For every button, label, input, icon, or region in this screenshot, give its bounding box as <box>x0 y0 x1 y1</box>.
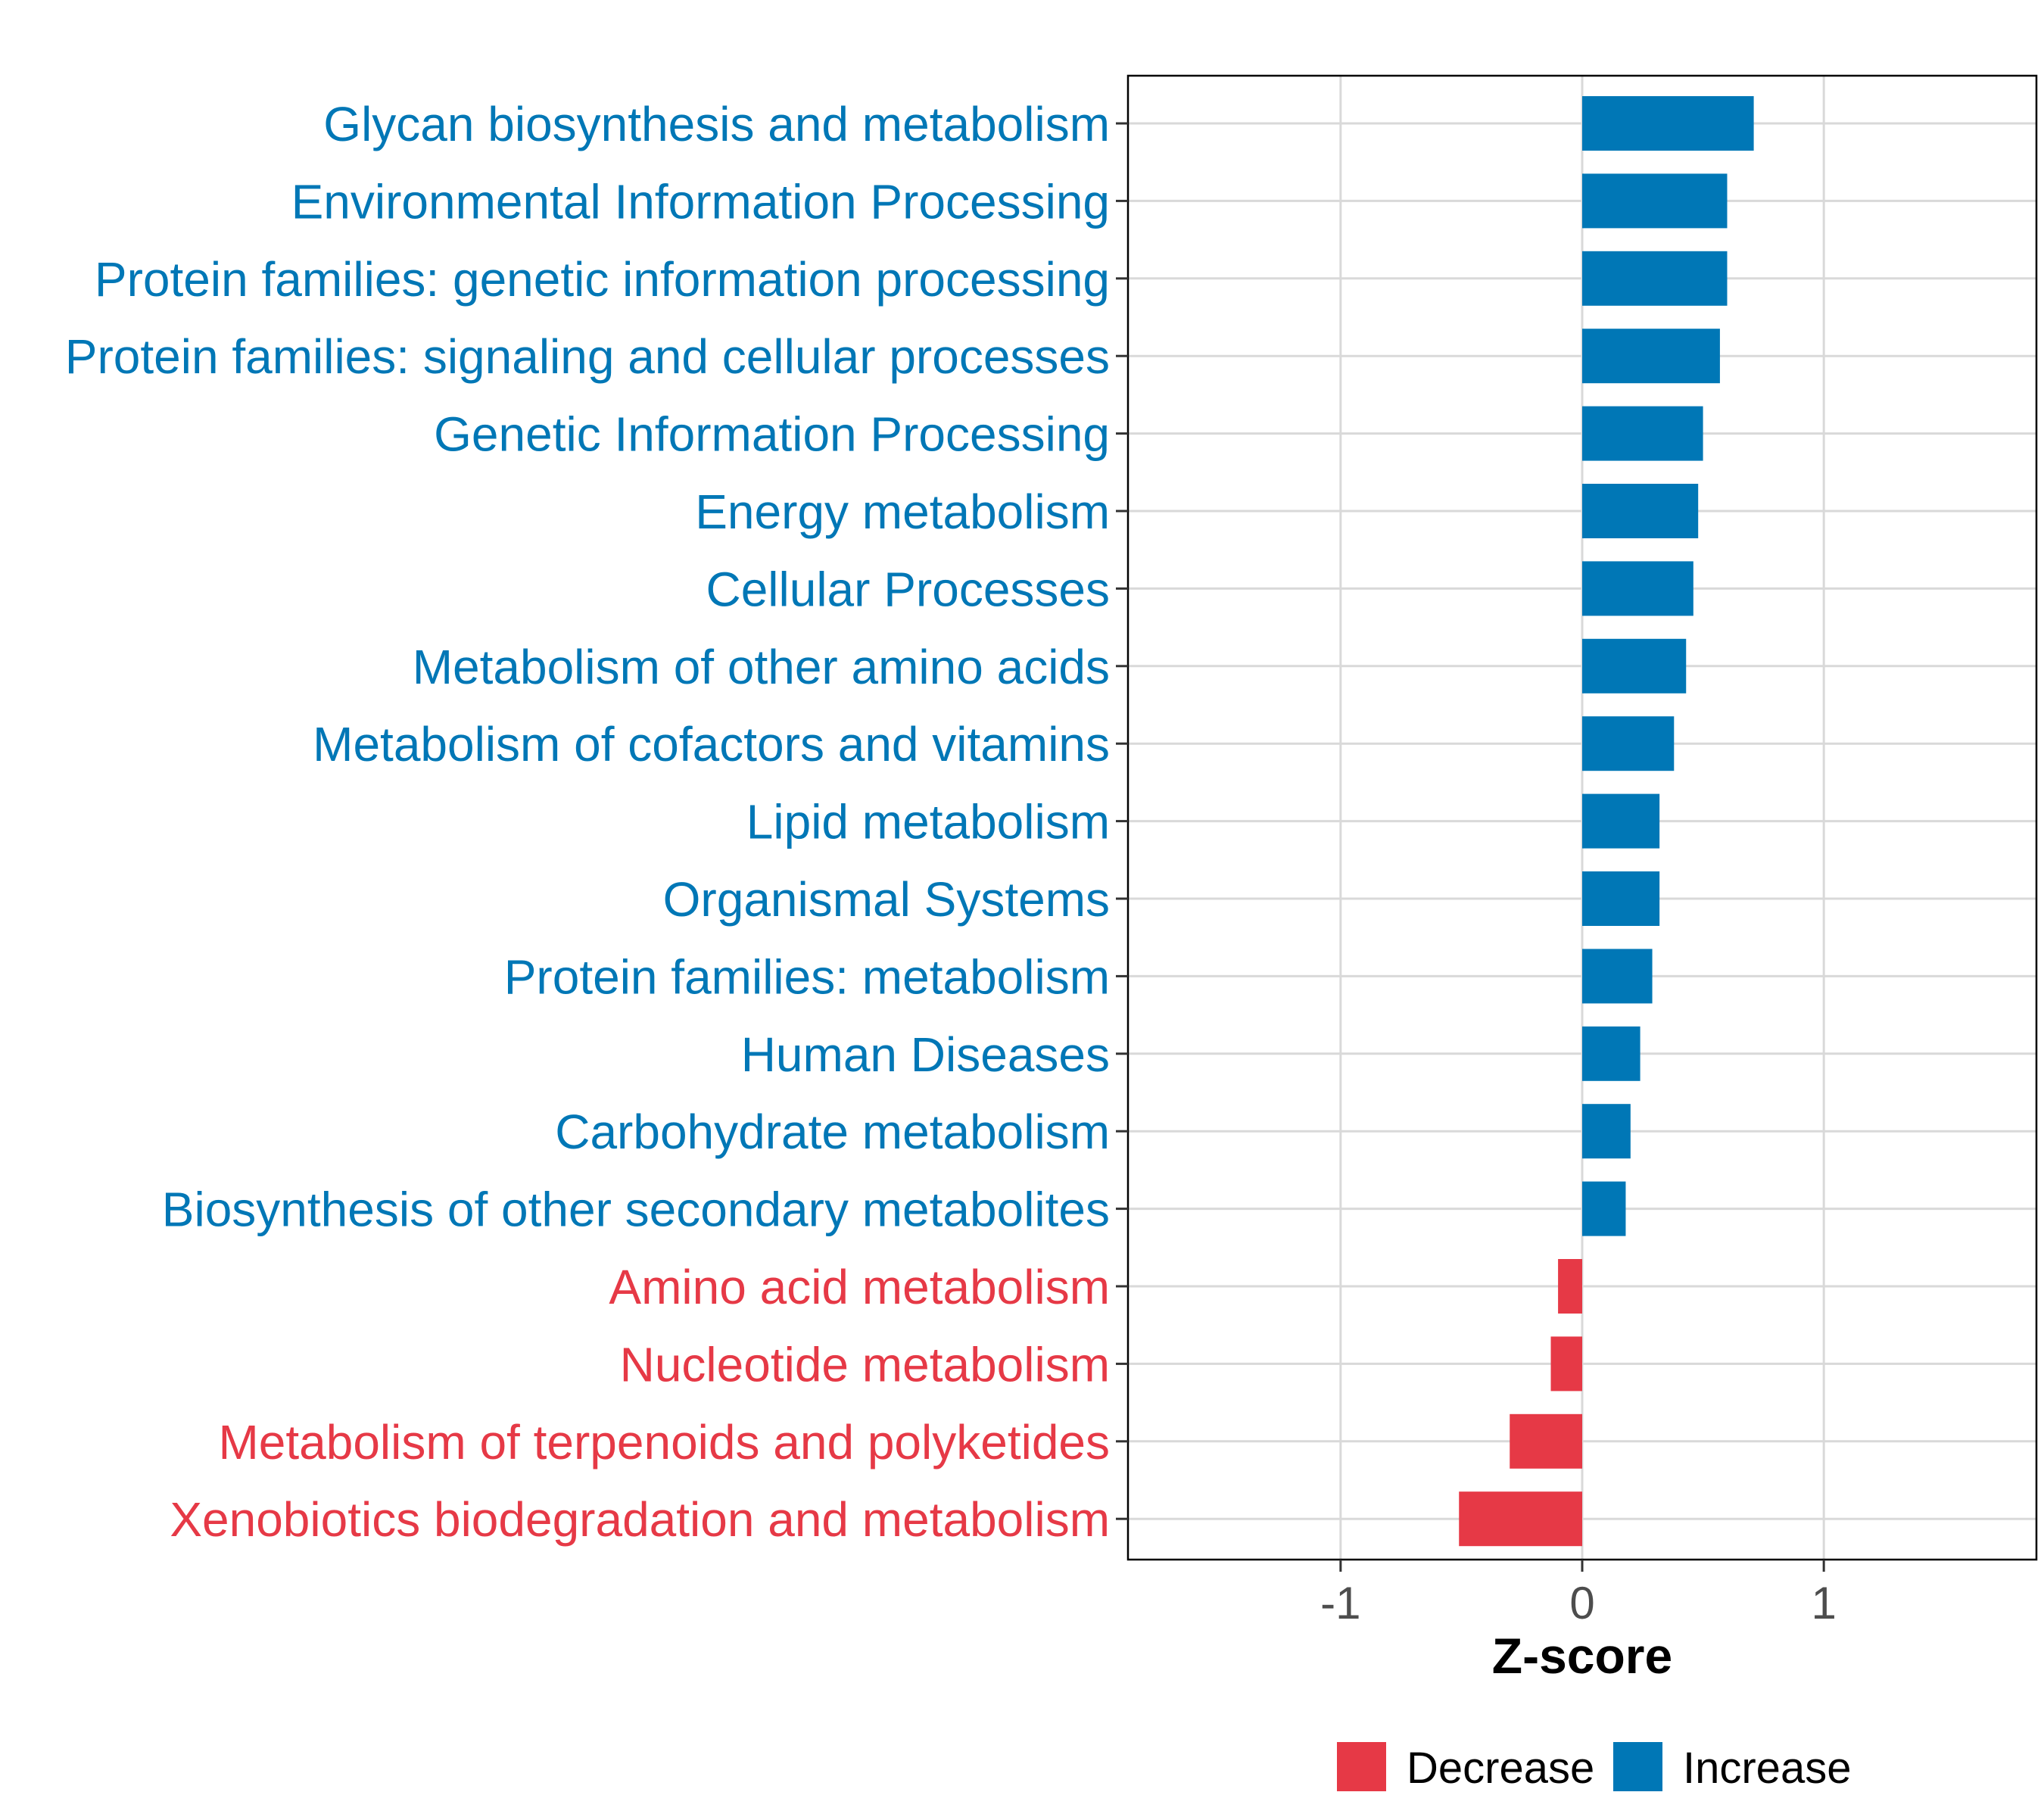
x-axis-ticks: -1 0 1 <box>1320 1560 1837 1628</box>
legend-swatch-increase <box>1613 1742 1662 1791</box>
x-axis-title: Z-score <box>1492 1628 1672 1684</box>
y-category-label: Metabolism of other amino acids <box>413 640 1110 694</box>
bar <box>1582 949 1653 1004</box>
bar <box>1582 638 1687 693</box>
y-category-label: Lipid metabolism <box>746 795 1110 849</box>
bar <box>1582 793 1660 849</box>
y-category-label: Human Diseases <box>741 1027 1110 1082</box>
y-category-label: Organismal Systems <box>663 872 1110 927</box>
x-tick-label: 0 <box>1569 1578 1594 1628</box>
bar <box>1582 173 1728 229</box>
bar <box>1582 96 1754 151</box>
y-category-label: Amino acid metabolism <box>609 1260 1110 1314</box>
legend: Decrease Increase <box>1337 1742 1851 1793</box>
legend-swatch-decrease <box>1337 1742 1386 1791</box>
x-tick-label: 1 <box>1811 1578 1836 1628</box>
bar <box>1582 406 1703 461</box>
bar <box>1582 329 1720 384</box>
y-axis-ticks <box>1116 122 1128 1520</box>
legend-label-increase: Increase <box>1683 1744 1851 1793</box>
y-category-label: Xenobiotics biodegradation and metabolis… <box>170 1492 1110 1547</box>
bar <box>1582 561 1693 616</box>
y-category-label: Metabolism of terpenoids and polyketides <box>218 1415 1110 1469</box>
y-category-label: Protein families: metabolism <box>504 949 1110 1004</box>
bar <box>1582 484 1699 538</box>
y-category-label: Cellular Processes <box>706 562 1110 616</box>
bar <box>1510 1413 1582 1469</box>
legend-label-decrease: Decrease <box>1407 1744 1594 1793</box>
y-category-label: Biosynthesis of other secondary metaboli… <box>162 1183 1110 1237</box>
y-category-label: Metabolism of cofactors and vitamins <box>313 717 1110 771</box>
y-category-label: Energy metabolism <box>695 485 1110 539</box>
bar <box>1459 1491 1582 1547</box>
bar <box>1582 251 1728 306</box>
y-category-label: Protein families: genetic information pr… <box>95 252 1110 307</box>
y-axis-category-labels: Glycan biosynthesis and metabolism Enviro… <box>65 97 1110 1547</box>
y-category-label: Glycan biosynthesis and metabolism <box>323 97 1110 151</box>
y-category-label: Carbohydrate metabolism <box>555 1105 1110 1159</box>
bar <box>1550 1336 1582 1392</box>
bar <box>1558 1259 1582 1314</box>
y-category-label: Genetic Information Processing <box>434 407 1110 462</box>
bar <box>1582 871 1660 926</box>
bar <box>1582 1104 1631 1159</box>
y-category-label: Protein families: signaling and cellular… <box>65 329 1110 384</box>
bar <box>1582 1181 1626 1236</box>
y-category-label: Nucleotide metabolism <box>620 1337 1110 1392</box>
y-category-label: Environmental Information Processing <box>291 174 1110 229</box>
bars <box>1459 96 1754 1547</box>
bar <box>1582 716 1675 771</box>
x-tick-label: -1 <box>1320 1578 1360 1628</box>
bar <box>1582 1026 1640 1081</box>
